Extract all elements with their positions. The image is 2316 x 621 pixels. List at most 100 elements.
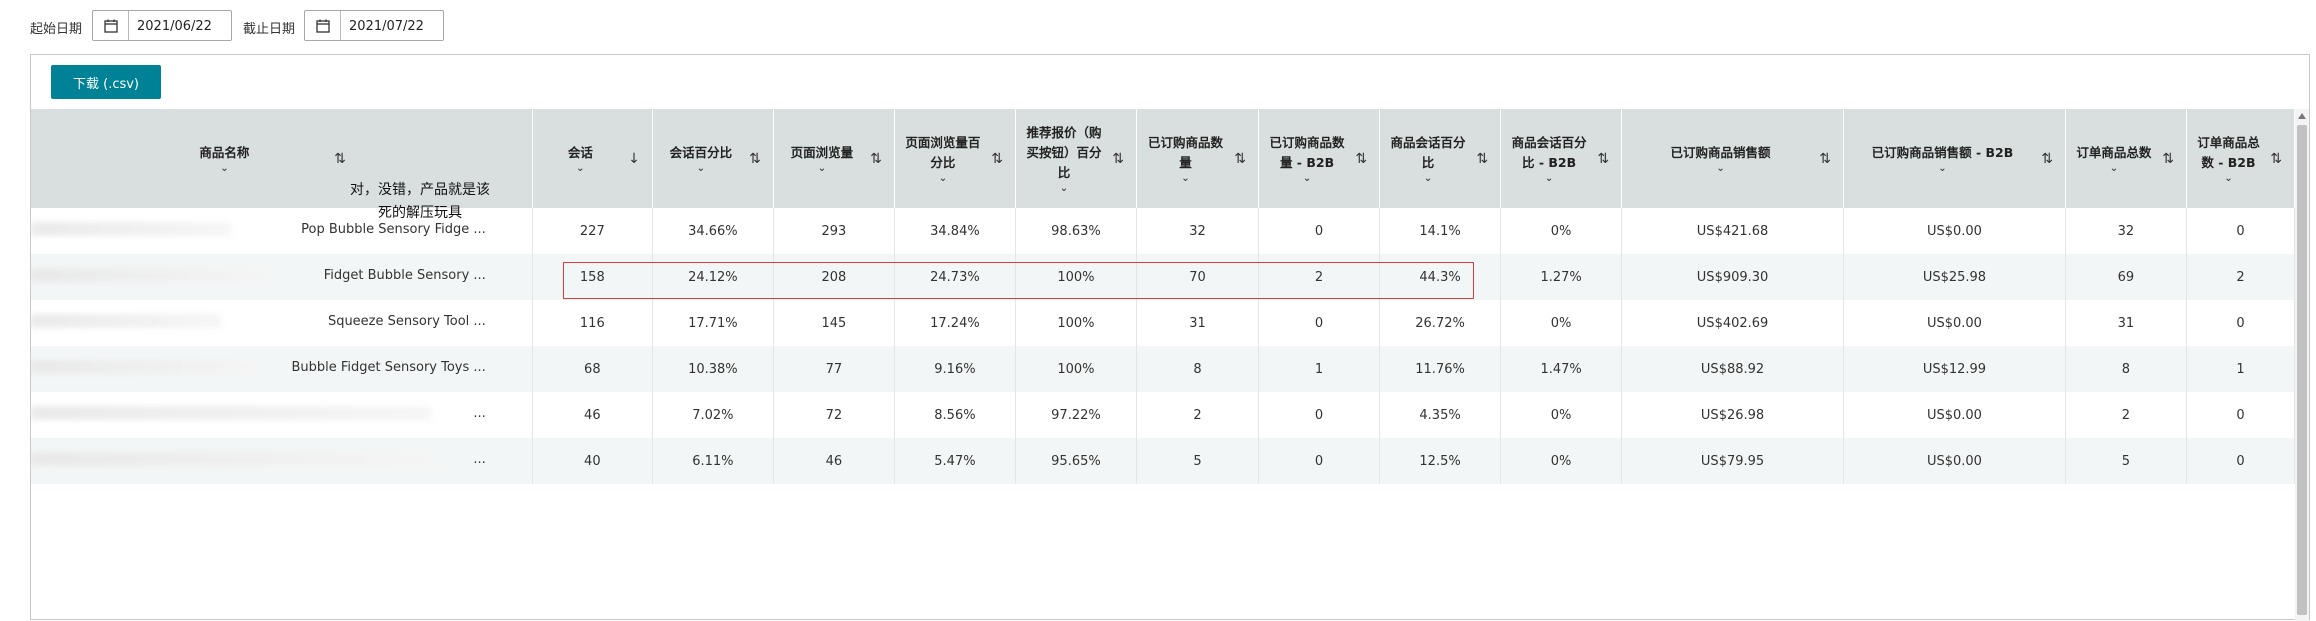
table-cell: 34.66% xyxy=(652,208,774,254)
column-header[interactable]: 已订购商品数量 ⌄ ⇅ xyxy=(1136,109,1260,208)
table-cell: US$79.95 xyxy=(1621,438,1845,484)
product-name-cell[interactable]: Bubble Fidget Sensory Toys ... xyxy=(31,346,533,392)
column-header[interactable]: 订单商品总数 ⌄ ⇅ xyxy=(2065,109,2187,208)
column-header[interactable]: 推荐报价（购买按钮）百分比 ⌄ ⇅ xyxy=(1015,109,1137,208)
product-name[interactable]: Bubble Fidget Sensory Toys ... xyxy=(291,360,486,375)
chevron-down-icon[interactable]: ⌄ xyxy=(817,162,827,174)
column-header[interactable]: 商品会话百分比 ⌄ ⇅ xyxy=(1379,109,1502,208)
product-name[interactable]: Squeeze Sensory Tool ... xyxy=(327,314,486,329)
redacted-text xyxy=(31,314,221,328)
sort-arrows-icon[interactable]: ⇅ xyxy=(2162,151,2174,167)
product-name[interactable]: ... xyxy=(473,406,486,421)
sort-arrows-icon[interactable]: ⇅ xyxy=(1234,151,1247,167)
table-cell: 0 xyxy=(2186,300,2296,346)
table-row[interactable]: Squeeze Sensory Tool ... 116 17.71% 145 17.2… xyxy=(31,300,2296,346)
end-date-label: 截止日期 xyxy=(243,22,296,37)
end-date-value[interactable]: 2021/07/22 xyxy=(349,19,424,34)
scroll-up-icon[interactable] xyxy=(2298,113,2306,119)
chevron-down-icon[interactable]: ⌄ xyxy=(576,162,585,174)
product-name-cell[interactable]: ... xyxy=(31,438,533,484)
chevron-down-icon[interactable]: ⌄ xyxy=(1544,172,1554,184)
sort-arrows-icon[interactable]: ⇅ xyxy=(749,151,761,167)
column-header[interactable]: 商品名称 ⌄ ⇅ xyxy=(31,109,533,208)
chevron-down-icon[interactable]: ⌄ xyxy=(1938,162,1947,174)
calendar-icon[interactable] xyxy=(93,11,129,40)
download-csv-button[interactable]: 下载 (.csv) xyxy=(51,65,161,99)
product-name-cell[interactable]: Squeeze Sensory Tool ... xyxy=(31,300,533,346)
product-name[interactable]: ... xyxy=(473,452,486,467)
chevron-down-icon[interactable]: ⌄ xyxy=(2224,172,2233,184)
sort-arrows-icon[interactable]: ⇅ xyxy=(1819,151,1832,167)
table-cell: 293 xyxy=(773,208,895,254)
table-cell: 0 xyxy=(2186,208,2296,254)
start-date-value[interactable]: 2021/06/22 xyxy=(137,19,212,34)
sort-arrows-icon[interactable]: ⇅ xyxy=(1476,151,1489,167)
arrow-down-icon[interactable]: ↓ xyxy=(628,151,640,167)
column-header[interactable]: 商品会话百分比 - B2B ⌄ ⇅ xyxy=(1500,109,1623,208)
table-cell: 8.56% xyxy=(894,392,1016,438)
table-cell: 1.27% xyxy=(1500,254,1623,300)
product-name[interactable]: Fidget Bubble Sensory ... xyxy=(323,268,486,283)
chevron-down-icon[interactable]: ⌄ xyxy=(2109,162,2119,174)
table-cell: US$402.69 xyxy=(1621,300,1845,346)
table-cell: 98.63% xyxy=(1015,208,1137,254)
table-cell: 95.65% xyxy=(1015,438,1137,484)
table-cell: 46 xyxy=(773,438,895,484)
table-cell: 10.38% xyxy=(652,346,774,392)
column-header[interactable]: 已订购商品销售额 ⌄ ⇅ xyxy=(1621,109,1845,208)
chevron-down-icon[interactable]: ⌄ xyxy=(1059,182,1069,194)
sort-arrows-icon[interactable]: ⇅ xyxy=(1112,151,1124,167)
table-cell: 158 xyxy=(532,254,653,300)
column-header[interactable]: 页面浏览量百分比 ⌄ ⇅ xyxy=(894,109,1016,208)
sort-arrows-icon[interactable]: ⇅ xyxy=(334,151,346,167)
chevron-down-icon[interactable]: ⌄ xyxy=(938,172,948,184)
sort-arrows-icon[interactable]: ⇅ xyxy=(2270,151,2282,167)
chevron-down-icon[interactable]: ⌄ xyxy=(1716,162,1725,174)
table-row[interactable]: Bubble Fidget Sensory Toys ... 68 10.38% 77… xyxy=(31,346,2296,392)
column-header[interactable]: 已订购商品销售额 - B2B ⌄ ⇅ xyxy=(1843,109,2066,208)
table-cell: 4.35% xyxy=(1379,392,1502,438)
table-cell: 100% xyxy=(1015,346,1137,392)
table-cell: 31 xyxy=(1136,300,1260,346)
start-date-field[interactable]: 2021/06/22 xyxy=(92,10,232,41)
column-header[interactable]: 会话 ⌄ ↓ xyxy=(532,109,653,208)
table-row[interactable]: ... 46 7.02% 72 8.56% 97.22% 2 0 4.35% 0% US$26.98… xyxy=(31,392,2296,438)
chevron-down-icon[interactable]: ⌄ xyxy=(1181,172,1190,184)
column-header[interactable]: 会话百分比 ⌄ ⇅ xyxy=(652,109,774,208)
column-header[interactable]: 页面浏览量 ⌄ ⇅ xyxy=(773,109,895,208)
table-cell: 0% xyxy=(1500,438,1623,484)
table-cell: US$0.00 xyxy=(1843,438,2066,484)
sort-arrows-icon[interactable]: ⇅ xyxy=(991,151,1003,167)
chevron-down-icon[interactable]: ⌄ xyxy=(220,162,229,174)
sort-arrows-icon[interactable]: ⇅ xyxy=(870,151,882,167)
table-cell: 11.76% xyxy=(1379,346,1502,392)
chevron-down-icon[interactable]: ⌄ xyxy=(1423,172,1433,184)
product-name-cell[interactable]: ... xyxy=(31,392,533,438)
table-cell: US$0.00 xyxy=(1843,300,2066,346)
product-name[interactable]: Pop Bubble Sensory Fidge ... xyxy=(301,222,486,237)
product-name-cell[interactable]: Fidget Bubble Sensory ... xyxy=(31,254,533,300)
sort-arrows-icon[interactable]: ⇅ xyxy=(2041,151,2053,167)
sort-arrows-icon[interactable]: ⇅ xyxy=(1597,151,1610,167)
table-cell: 2 xyxy=(1258,254,1381,300)
column-header[interactable]: 已订购商品数量 - B2B ⌄ ⇅ xyxy=(1258,109,1381,208)
table-cell: 0 xyxy=(1258,392,1381,438)
table-row[interactable]: Fidget Bubble Sensory ... 158 24.12% 208 24.… xyxy=(31,254,2296,300)
calendar-icon[interactable] xyxy=(305,11,341,40)
table-cell: 227 xyxy=(532,208,653,254)
sort-arrows-icon[interactable]: ⇅ xyxy=(1355,151,1368,167)
product-name-cell[interactable]: Pop Bubble Sensory Fidge ... xyxy=(31,208,533,254)
redacted-text xyxy=(31,406,431,420)
sales-traffic-table: 商品名称 ⌄ ⇅ 会话 ⌄ ↓ 会话百分比 ⌄ ⇅ 页面浏览量 ⌄ ⇅ 页面浏览量百分比 ⌄ ⇅ 推… xyxy=(31,109,2296,484)
scrollbar-thumb[interactable] xyxy=(2297,125,2307,615)
vertical-scrollbar[interactable] xyxy=(2295,109,2309,621)
chevron-down-icon[interactable]: ⌄ xyxy=(1302,172,1312,184)
table-row[interactable]: ... 40 6.11% 46 5.47% 95.65% 5 0 12.5% 0% US$79.95… xyxy=(31,438,2296,484)
end-date-field[interactable]: 2021/07/22 xyxy=(304,10,444,41)
table-row[interactable]: Pop Bubble Sensory Fidge ... 227 34.66% 293… xyxy=(31,208,2296,254)
column-header[interactable]: 订单商品总数 - B2B ⌄ ⇅ xyxy=(2186,109,2296,208)
table-cell: 26.72% xyxy=(1379,300,1502,346)
table-cell: 7.02% xyxy=(652,392,774,438)
chevron-down-icon[interactable]: ⌄ xyxy=(696,162,706,174)
table-cell: US$25.98 xyxy=(1843,254,2066,300)
